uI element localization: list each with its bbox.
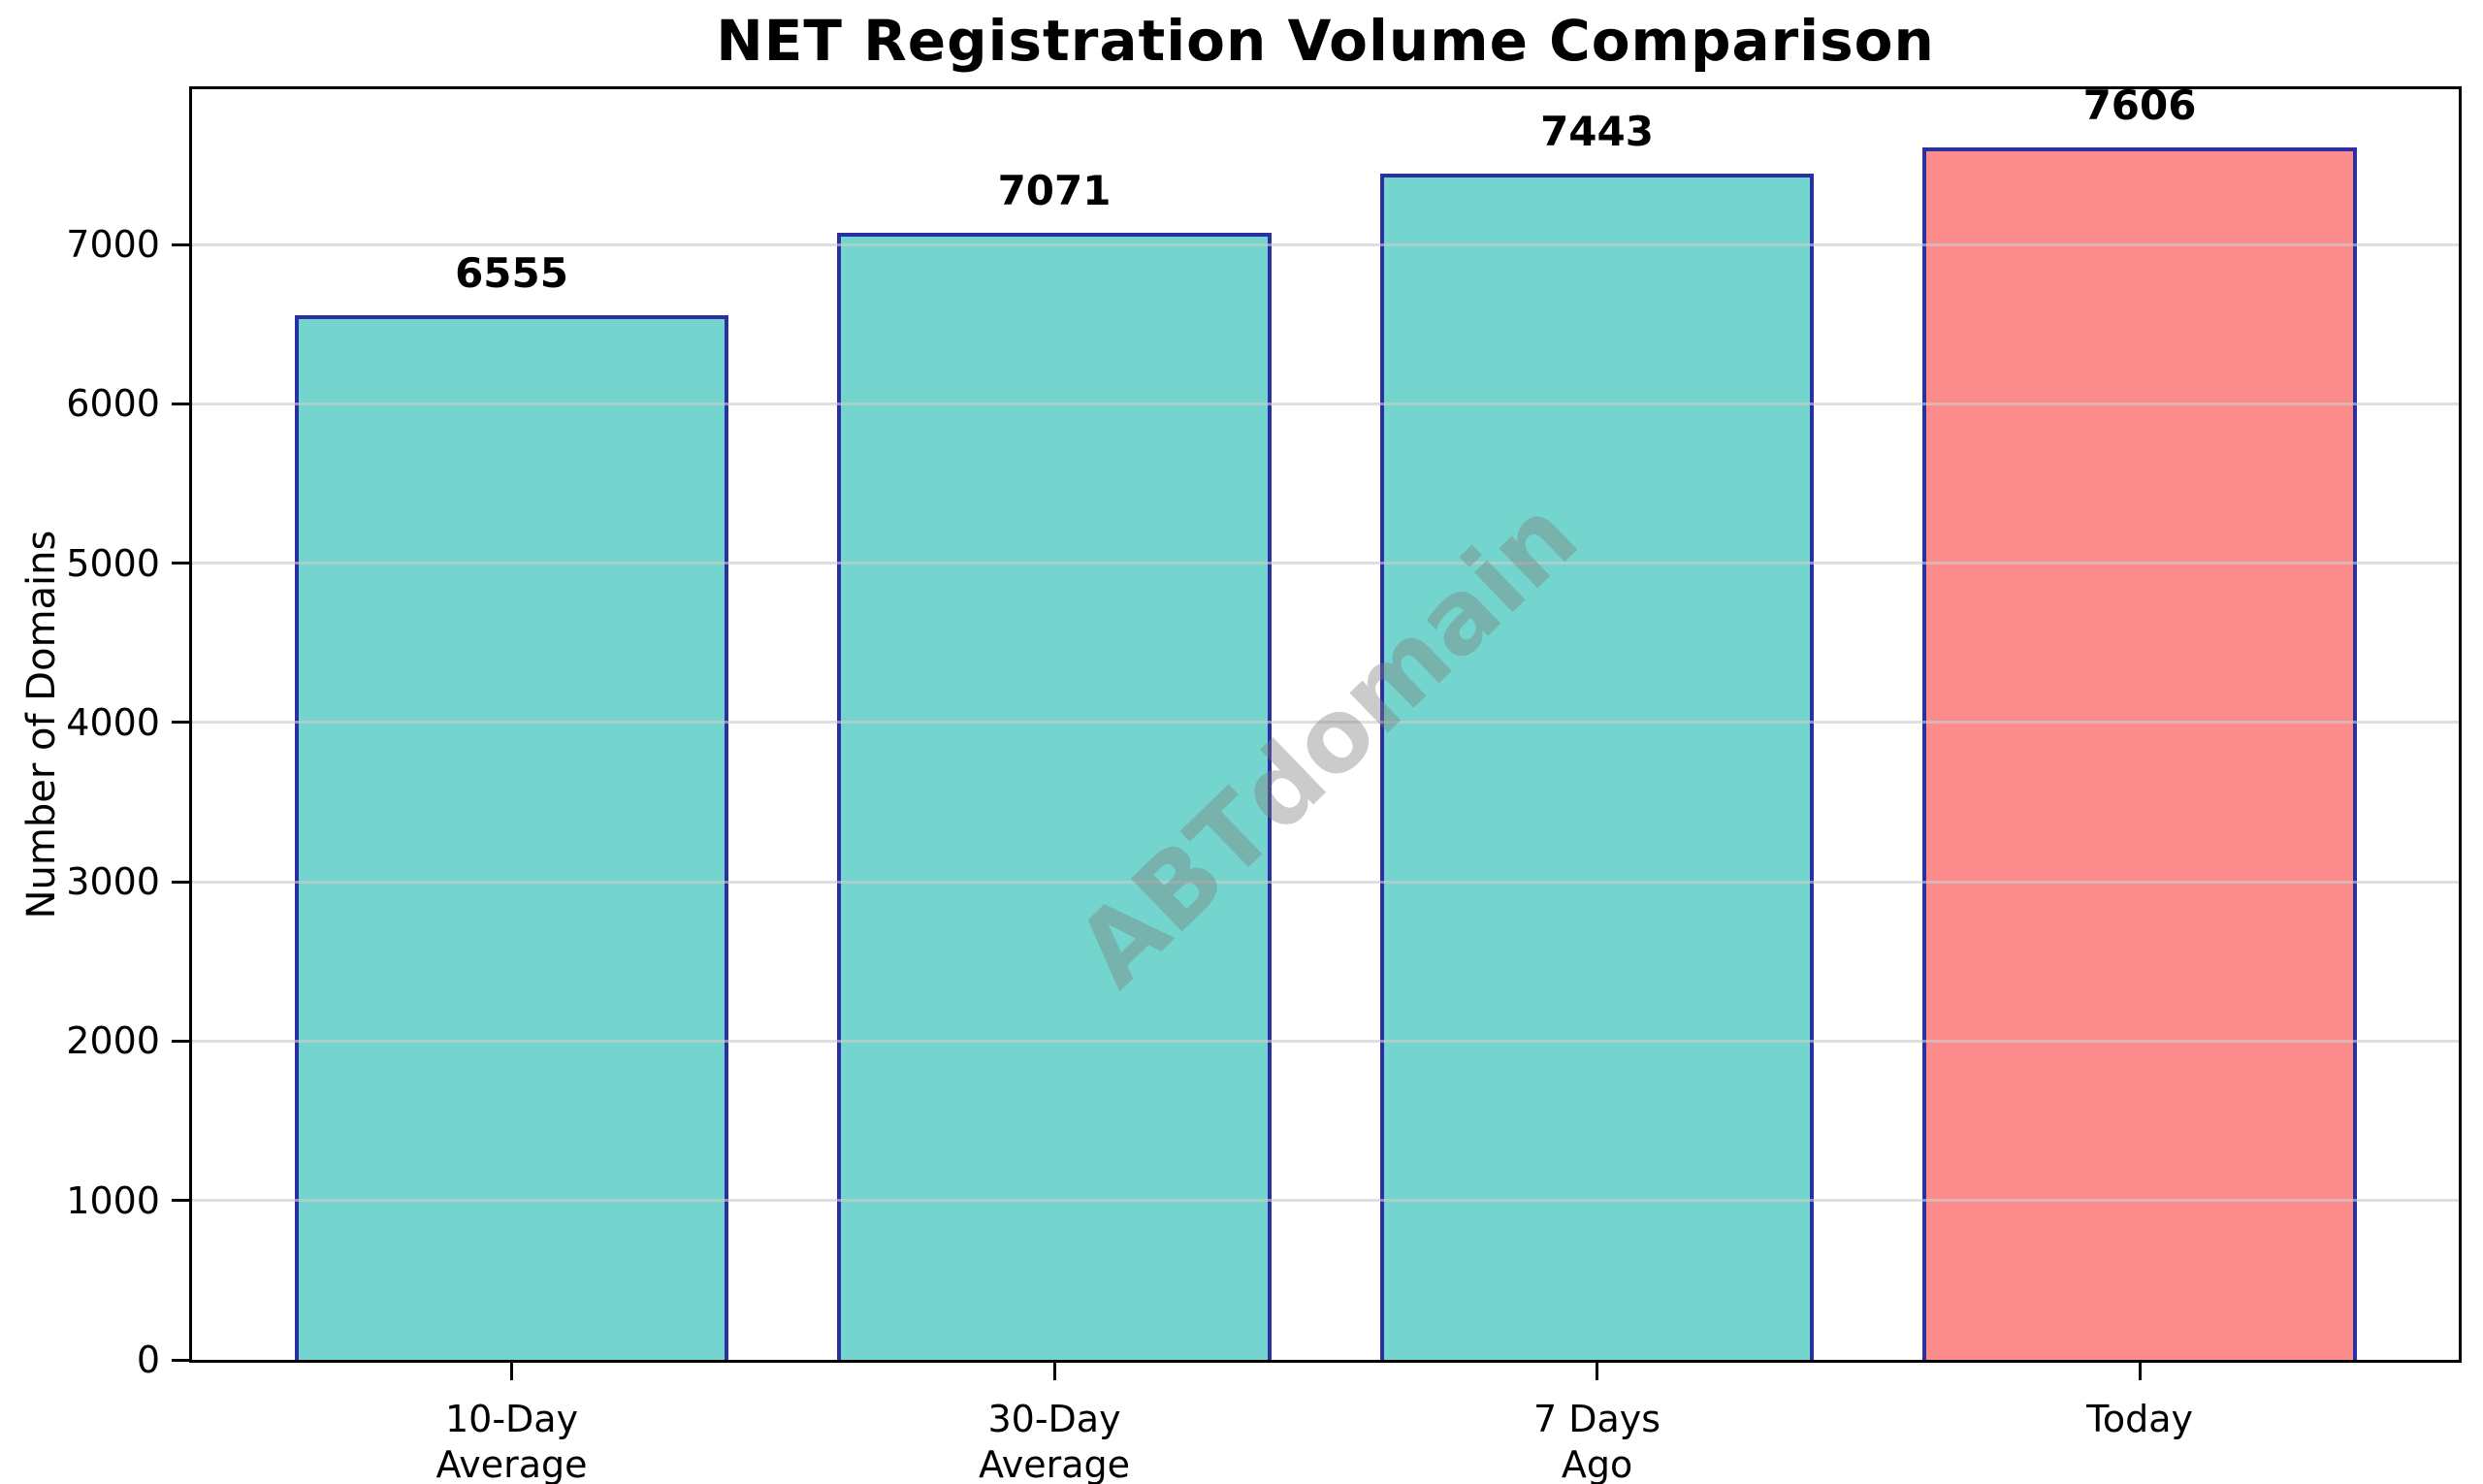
x-tick-label-line: Average xyxy=(979,1443,1131,1484)
y-tick-mark xyxy=(172,402,189,405)
x-tick-label: 7 Days Ago xyxy=(1533,1397,1661,1484)
y-tick-label: 3000 xyxy=(66,860,160,904)
y-tick-mark xyxy=(172,562,189,565)
y-tick-mark xyxy=(172,721,189,725)
y-tick-label: 2000 xyxy=(66,1019,160,1063)
x-tick-label-line: 10-Day xyxy=(444,1398,579,1440)
gridline-3000 xyxy=(192,880,2459,884)
bar-value-label: 7443 xyxy=(1540,108,1654,156)
x-tick-label: 30-Day Average xyxy=(979,1397,1130,1484)
x-tick-mark xyxy=(510,1363,514,1380)
y-tick-label: 4000 xyxy=(66,700,160,744)
x-tick-label: Today xyxy=(2086,1397,2193,1442)
x-tick-mark xyxy=(2138,1363,2142,1380)
bar-today xyxy=(1922,147,2357,1360)
y-tick-label: 1000 xyxy=(66,1178,160,1222)
y-tick-mark xyxy=(172,880,189,884)
x-tick-label-line: Ago xyxy=(1561,1443,1633,1484)
plot-area: 6555 7071 7443 7606 xyxy=(189,81,2462,1363)
x-tick-label-line: 30-Day xyxy=(987,1398,1121,1440)
gridline-7000 xyxy=(192,242,2459,246)
bar-value-label: 6555 xyxy=(455,249,568,298)
x-tick-label-line: 7 Days xyxy=(1532,1398,1661,1440)
bar-value-label: 7071 xyxy=(997,167,1112,215)
bar-7-days-ago xyxy=(1379,174,1815,1360)
x-tick-label-line: Average xyxy=(435,1443,588,1484)
x-tick-mark xyxy=(1052,1363,1056,1380)
y-tick-mark xyxy=(172,1358,189,1362)
y-tick-label: 7000 xyxy=(66,223,160,266)
gridline-1000 xyxy=(192,1199,2459,1203)
gridline-4000 xyxy=(192,721,2459,725)
y-tick-mark xyxy=(172,1199,189,1203)
gridline-2000 xyxy=(192,1039,2459,1043)
x-tick-label: 10-Day Average xyxy=(436,1397,588,1484)
y-tick-mark xyxy=(172,242,189,246)
gridline-6000 xyxy=(192,402,2459,405)
bar-value-label: 7606 xyxy=(2082,81,2197,130)
y-tick-mark xyxy=(172,1039,189,1043)
y-tick-label: 0 xyxy=(136,1339,160,1381)
y-tick-label: 5000 xyxy=(66,541,160,585)
x-tick-label-line: Today xyxy=(2086,1398,2193,1440)
bar-30-day-average xyxy=(837,233,1272,1360)
bar-10-day-average xyxy=(294,315,729,1360)
gridline-5000 xyxy=(192,562,2459,565)
y-tick-label: 6000 xyxy=(66,382,160,426)
x-tick-mark xyxy=(1596,1363,1599,1380)
chart-title: NET Registration Volume Comparison xyxy=(716,8,1935,74)
